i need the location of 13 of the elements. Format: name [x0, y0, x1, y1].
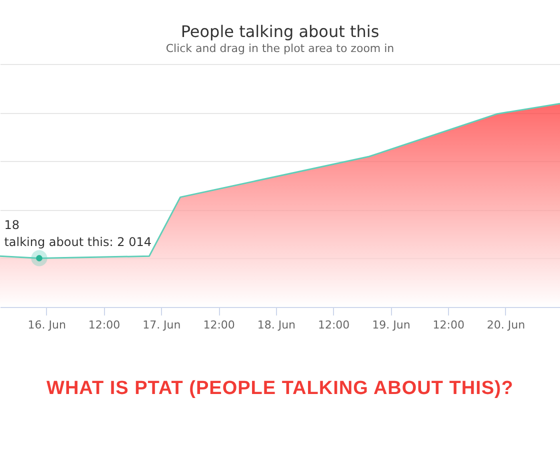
x-tick-label: 20. Jun: [486, 318, 526, 332]
text: WHAT IS PTAT (PEOPLE TALKING ABOUT THIS)?: [46, 378, 514, 400]
x-tick-label: 12:00: [88, 318, 120, 332]
x-tick-label: 19. Jun: [372, 318, 410, 332]
x-tick-label: 12:00: [318, 318, 350, 332]
x-tick-label: 12:00: [432, 318, 464, 332]
x-tick-label: 18. Jun: [257, 318, 296, 332]
annotation: 18 talking about this: 2 014: [4, 218, 152, 250]
x-tick-label: 12:00: [203, 318, 235, 332]
chart-title: People talking about this: [180, 22, 380, 41]
chart-subtitle: Click and drag in the plot area to zoom in: [166, 42, 394, 55]
x-tick-label: 17. Jun: [142, 318, 181, 332]
x-tick-label: 16. Jun: [28, 318, 66, 332]
